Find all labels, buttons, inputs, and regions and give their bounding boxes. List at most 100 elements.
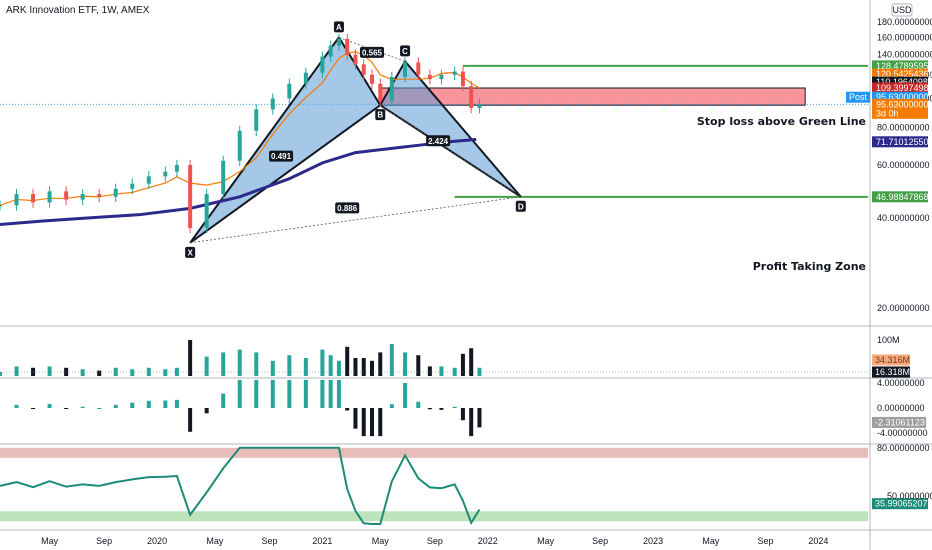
- volume-bar[interactable]: [452, 367, 457, 376]
- price-tag[interactable]: [872, 82, 928, 94]
- volume-bar[interactable]: [336, 360, 341, 376]
- candle[interactable]: [427, 74, 432, 80]
- candle[interactable]: [146, 176, 151, 184]
- macd-bar[interactable]: [328, 379, 333, 408]
- candle[interactable]: [130, 183, 135, 189]
- volume-tag[interactable]: [872, 354, 910, 366]
- candle[interactable]: [416, 62, 421, 75]
- candle[interactable]: [370, 74, 374, 84]
- rsi-tag[interactable]: [872, 498, 928, 510]
- stop-loss-zone[interactable]: [379, 87, 806, 106]
- candle[interactable]: [328, 45, 333, 57]
- volume-bar[interactable]: [80, 369, 85, 376]
- volume-bar[interactable]: [320, 349, 325, 376]
- macd-bar[interactable]: [204, 408, 209, 414]
- volume-bar[interactable]: [188, 340, 193, 376]
- volume-bar[interactable]: [146, 367, 151, 376]
- candle[interactable]: [389, 76, 394, 102]
- candle[interactable]: [204, 194, 209, 228]
- macd-bar[interactable]: [221, 393, 226, 408]
- price-tag[interactable]: [872, 60, 928, 72]
- candle[interactable]: [477, 103, 482, 108]
- macd-bar[interactable]: [163, 400, 168, 409]
- candle[interactable]: [439, 74, 444, 80]
- macd-bar[interactable]: [14, 404, 19, 408]
- candle[interactable]: [14, 194, 19, 206]
- volume-bar[interactable]: [361, 358, 366, 376]
- macd-bar[interactable]: [113, 404, 118, 408]
- harmonic-point-badge[interactable]: [375, 109, 386, 121]
- volume-bar[interactable]: [460, 353, 465, 376]
- candle[interactable]: [188, 165, 193, 228]
- candle[interactable]: [378, 83, 383, 102]
- price-tag[interactable]: [872, 68, 928, 80]
- macd-bar[interactable]: [336, 379, 341, 408]
- harmonic-point-badge[interactable]: [400, 45, 411, 57]
- macd-bar[interactable]: [287, 379, 292, 408]
- candle[interactable]: [221, 160, 226, 195]
- candle[interactable]: [287, 83, 292, 99]
- macd-bar[interactable]: [130, 402, 135, 408]
- macd-bar[interactable]: [378, 408, 383, 437]
- macd-bar[interactable]: [270, 379, 275, 408]
- candle[interactable]: [80, 194, 85, 200]
- volume-bar[interactable]: [254, 352, 259, 376]
- volume-bar[interactable]: [427, 366, 432, 376]
- volume-bar[interactable]: [328, 355, 333, 376]
- macd-bar[interactable]: [237, 379, 242, 408]
- price-tag[interactable]: [872, 91, 928, 103]
- price-tag[interactable]: [872, 98, 928, 119]
- volume-bar[interactable]: [97, 370, 102, 376]
- volume-bar[interactable]: [287, 355, 292, 376]
- macd-bar[interactable]: [146, 400, 151, 408]
- macd-bar[interactable]: [389, 404, 394, 408]
- volume-bar[interactable]: [204, 356, 209, 376]
- candle[interactable]: [469, 86, 474, 108]
- harmonic-point-badge[interactable]: [333, 21, 344, 33]
- volume-bar[interactable]: [469, 348, 474, 376]
- macd-bar[interactable]: [460, 408, 465, 421]
- candle[interactable]: [345, 38, 350, 55]
- macd-bar[interactable]: [452, 406, 457, 408]
- macd-bar[interactable]: [254, 379, 259, 408]
- candle[interactable]: [353, 54, 358, 65]
- macd-bar[interactable]: [31, 408, 36, 410]
- volume-bar[interactable]: [370, 360, 374, 376]
- macd-bar[interactable]: [47, 404, 52, 408]
- harmonic-point-badge[interactable]: [515, 200, 526, 212]
- candle[interactable]: [403, 62, 408, 77]
- volume-bar[interactable]: [163, 369, 168, 376]
- macd-bar[interactable]: [345, 408, 350, 411]
- volume-bar[interactable]: [270, 360, 275, 376]
- macd-bar[interactable]: [174, 399, 179, 408]
- volume-bar[interactable]: [477, 367, 482, 376]
- ratio-badge[interactable]: [426, 135, 451, 147]
- candle[interactable]: [361, 64, 366, 75]
- candle[interactable]: [64, 191, 69, 200]
- volume-bar[interactable]: [113, 367, 118, 376]
- ma-long-line[interactable]: [0, 137, 477, 226]
- macd-bar[interactable]: [303, 379, 308, 408]
- ratio-badge[interactable]: [335, 202, 360, 214]
- rsi-line[interactable]: [0, 446, 481, 526]
- candle[interactable]: [31, 194, 36, 203]
- candle[interactable]: [237, 130, 242, 161]
- price-tag[interactable]: [872, 76, 928, 88]
- volume-bar[interactable]: [130, 369, 135, 376]
- candle[interactable]: [163, 171, 168, 177]
- volume-bar[interactable]: [345, 346, 350, 376]
- volume-bar[interactable]: [416, 355, 421, 376]
- candle[interactable]: [97, 194, 102, 197]
- candle[interactable]: [320, 56, 325, 73]
- candle[interactable]: [47, 191, 52, 203]
- volume-bar[interactable]: [221, 352, 226, 376]
- volume-bar[interactable]: [237, 349, 242, 376]
- price-tag[interactable]: [872, 191, 928, 203]
- macd-bar[interactable]: [361, 408, 366, 437]
- macd-bar[interactable]: [427, 408, 432, 410]
- macd-bar[interactable]: [320, 379, 325, 408]
- macd-bar[interactable]: [97, 408, 102, 409]
- candle[interactable]: [452, 71, 457, 75]
- volume-bar[interactable]: [403, 352, 408, 376]
- macd-bar[interactable]: [469, 408, 474, 437]
